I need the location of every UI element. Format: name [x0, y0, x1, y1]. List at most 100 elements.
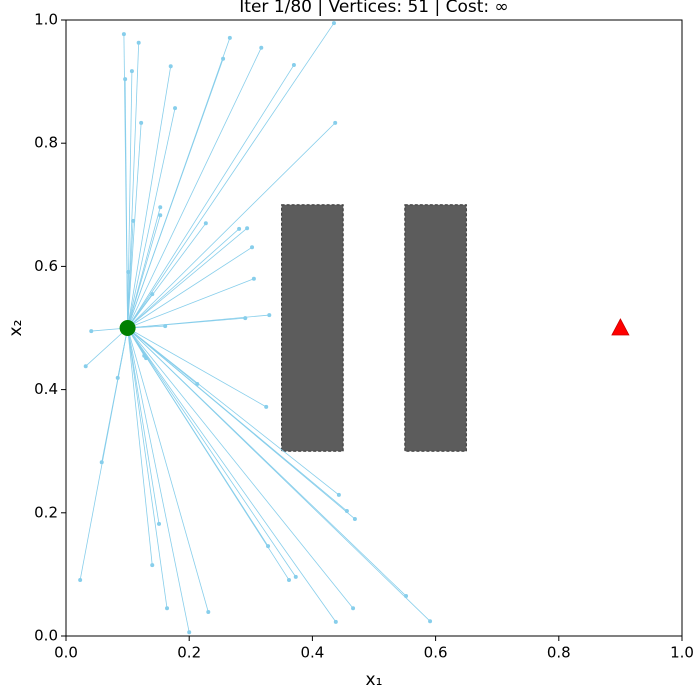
tree-vertex — [293, 574, 298, 579]
tree-edge — [127, 122, 336, 329]
tree-edge — [127, 327, 431, 622]
tree-edge — [127, 327, 153, 566]
tree-edge — [127, 327, 356, 520]
tree-edge — [85, 327, 128, 367]
tree-vertex — [157, 521, 162, 526]
tree-vertex — [139, 120, 144, 125]
y-axis-label: x₂ — [6, 320, 26, 337]
tree-vertex — [352, 516, 357, 521]
tree-vertex — [333, 120, 338, 125]
tree-vertex — [115, 375, 120, 380]
tree-vertex — [173, 106, 178, 111]
tree-edge — [127, 327, 354, 609]
tree-vertex — [89, 329, 94, 334]
tree-vertex — [144, 356, 149, 361]
tree-vertex — [227, 35, 232, 40]
tree-edge — [127, 220, 134, 329]
tree-edge — [127, 271, 129, 329]
tree-vertex — [136, 40, 141, 45]
tree-edge — [127, 47, 262, 329]
tree-edge — [127, 327, 297, 578]
tree-edge — [127, 227, 248, 329]
tree-vertex — [187, 630, 192, 635]
tree-edge — [127, 327, 290, 581]
tree-vertex — [99, 460, 104, 465]
tree-vertex — [264, 404, 269, 409]
tree-vertex — [259, 45, 264, 50]
tree-vertex — [203, 221, 208, 226]
tree-edge — [127, 327, 337, 623]
tree-edge — [127, 246, 253, 329]
tree-vertex — [351, 606, 356, 611]
tree-vertex — [251, 276, 256, 281]
tree-vertex — [158, 213, 163, 218]
tree-edge — [127, 327, 168, 609]
tree-vertex — [221, 56, 226, 61]
tree-vertex — [126, 269, 131, 274]
y-tick-label: 1.0 — [34, 11, 58, 29]
tree-edge — [124, 79, 128, 329]
tree-edge — [127, 317, 246, 329]
tree-edge — [127, 327, 340, 496]
x-tick-label: 0.2 — [177, 644, 201, 662]
tree-edge — [127, 22, 335, 329]
tree-vertex — [267, 313, 272, 318]
x-tick-label: 0.0 — [54, 644, 78, 662]
tree-edge — [127, 327, 209, 613]
tree-vertex — [336, 492, 341, 497]
tree-edge — [127, 42, 140, 329]
tree-vertex — [245, 226, 250, 231]
tree-edge — [79, 327, 128, 581]
tree-vertex — [83, 364, 88, 369]
x-tick-label: 0.6 — [424, 644, 448, 662]
tree-vertex — [206, 609, 211, 614]
chart-title: Iter 1/80 | Vertices: 51 | Cost: ∞ — [239, 0, 508, 17]
goal-point — [611, 318, 630, 336]
tree-edge — [127, 228, 240, 329]
tree-edge — [127, 327, 160, 524]
tree-vertex — [163, 324, 168, 329]
x-tick-label: 0.4 — [300, 644, 324, 662]
y-tick-label: 0.4 — [34, 380, 58, 398]
obstacle — [404, 204, 467, 452]
tree-vertex — [78, 577, 83, 582]
tree-vertex — [131, 218, 136, 223]
tree-edge — [127, 122, 142, 329]
tree-vertex — [428, 619, 433, 624]
tree-vertex — [150, 563, 155, 568]
tree-vertex — [286, 577, 291, 582]
tree-vertex — [158, 205, 163, 210]
tree-vertex — [195, 382, 200, 387]
tree-vertex — [333, 619, 338, 624]
tree-vertex — [250, 245, 255, 250]
plot-frame — [65, 19, 683, 637]
x-axis-label: x₁ — [366, 670, 383, 690]
tree-vertex — [165, 606, 170, 611]
tree-edge — [127, 64, 295, 329]
tree-vertex — [121, 32, 126, 37]
y-tick-label: 0.2 — [34, 503, 58, 521]
x-tick-label: 1.0 — [670, 644, 694, 662]
tree-edge — [127, 108, 176, 329]
tree-edge — [127, 327, 190, 633]
tree-vertex — [331, 21, 336, 26]
x-tick-label: 0.8 — [547, 644, 571, 662]
tree-edge — [127, 278, 255, 329]
tree-vertex — [243, 316, 248, 321]
tree-vertex — [129, 69, 134, 74]
y-tick-label: 0.0 — [34, 627, 58, 645]
y-tick-label: 0.8 — [34, 134, 58, 152]
tree-vertex — [150, 292, 155, 297]
tree-vertex — [404, 593, 409, 598]
y-tick-label: 0.6 — [34, 257, 58, 275]
obstacle — [281, 204, 344, 452]
start-point — [119, 320, 136, 336]
tree-vertex — [123, 77, 128, 82]
tree-vertex — [168, 64, 173, 69]
tree-vertex — [344, 508, 349, 513]
tree-vertex — [237, 226, 242, 231]
tree-edge — [127, 215, 161, 329]
tree-edge — [127, 66, 172, 329]
tree-vertex — [266, 544, 271, 549]
